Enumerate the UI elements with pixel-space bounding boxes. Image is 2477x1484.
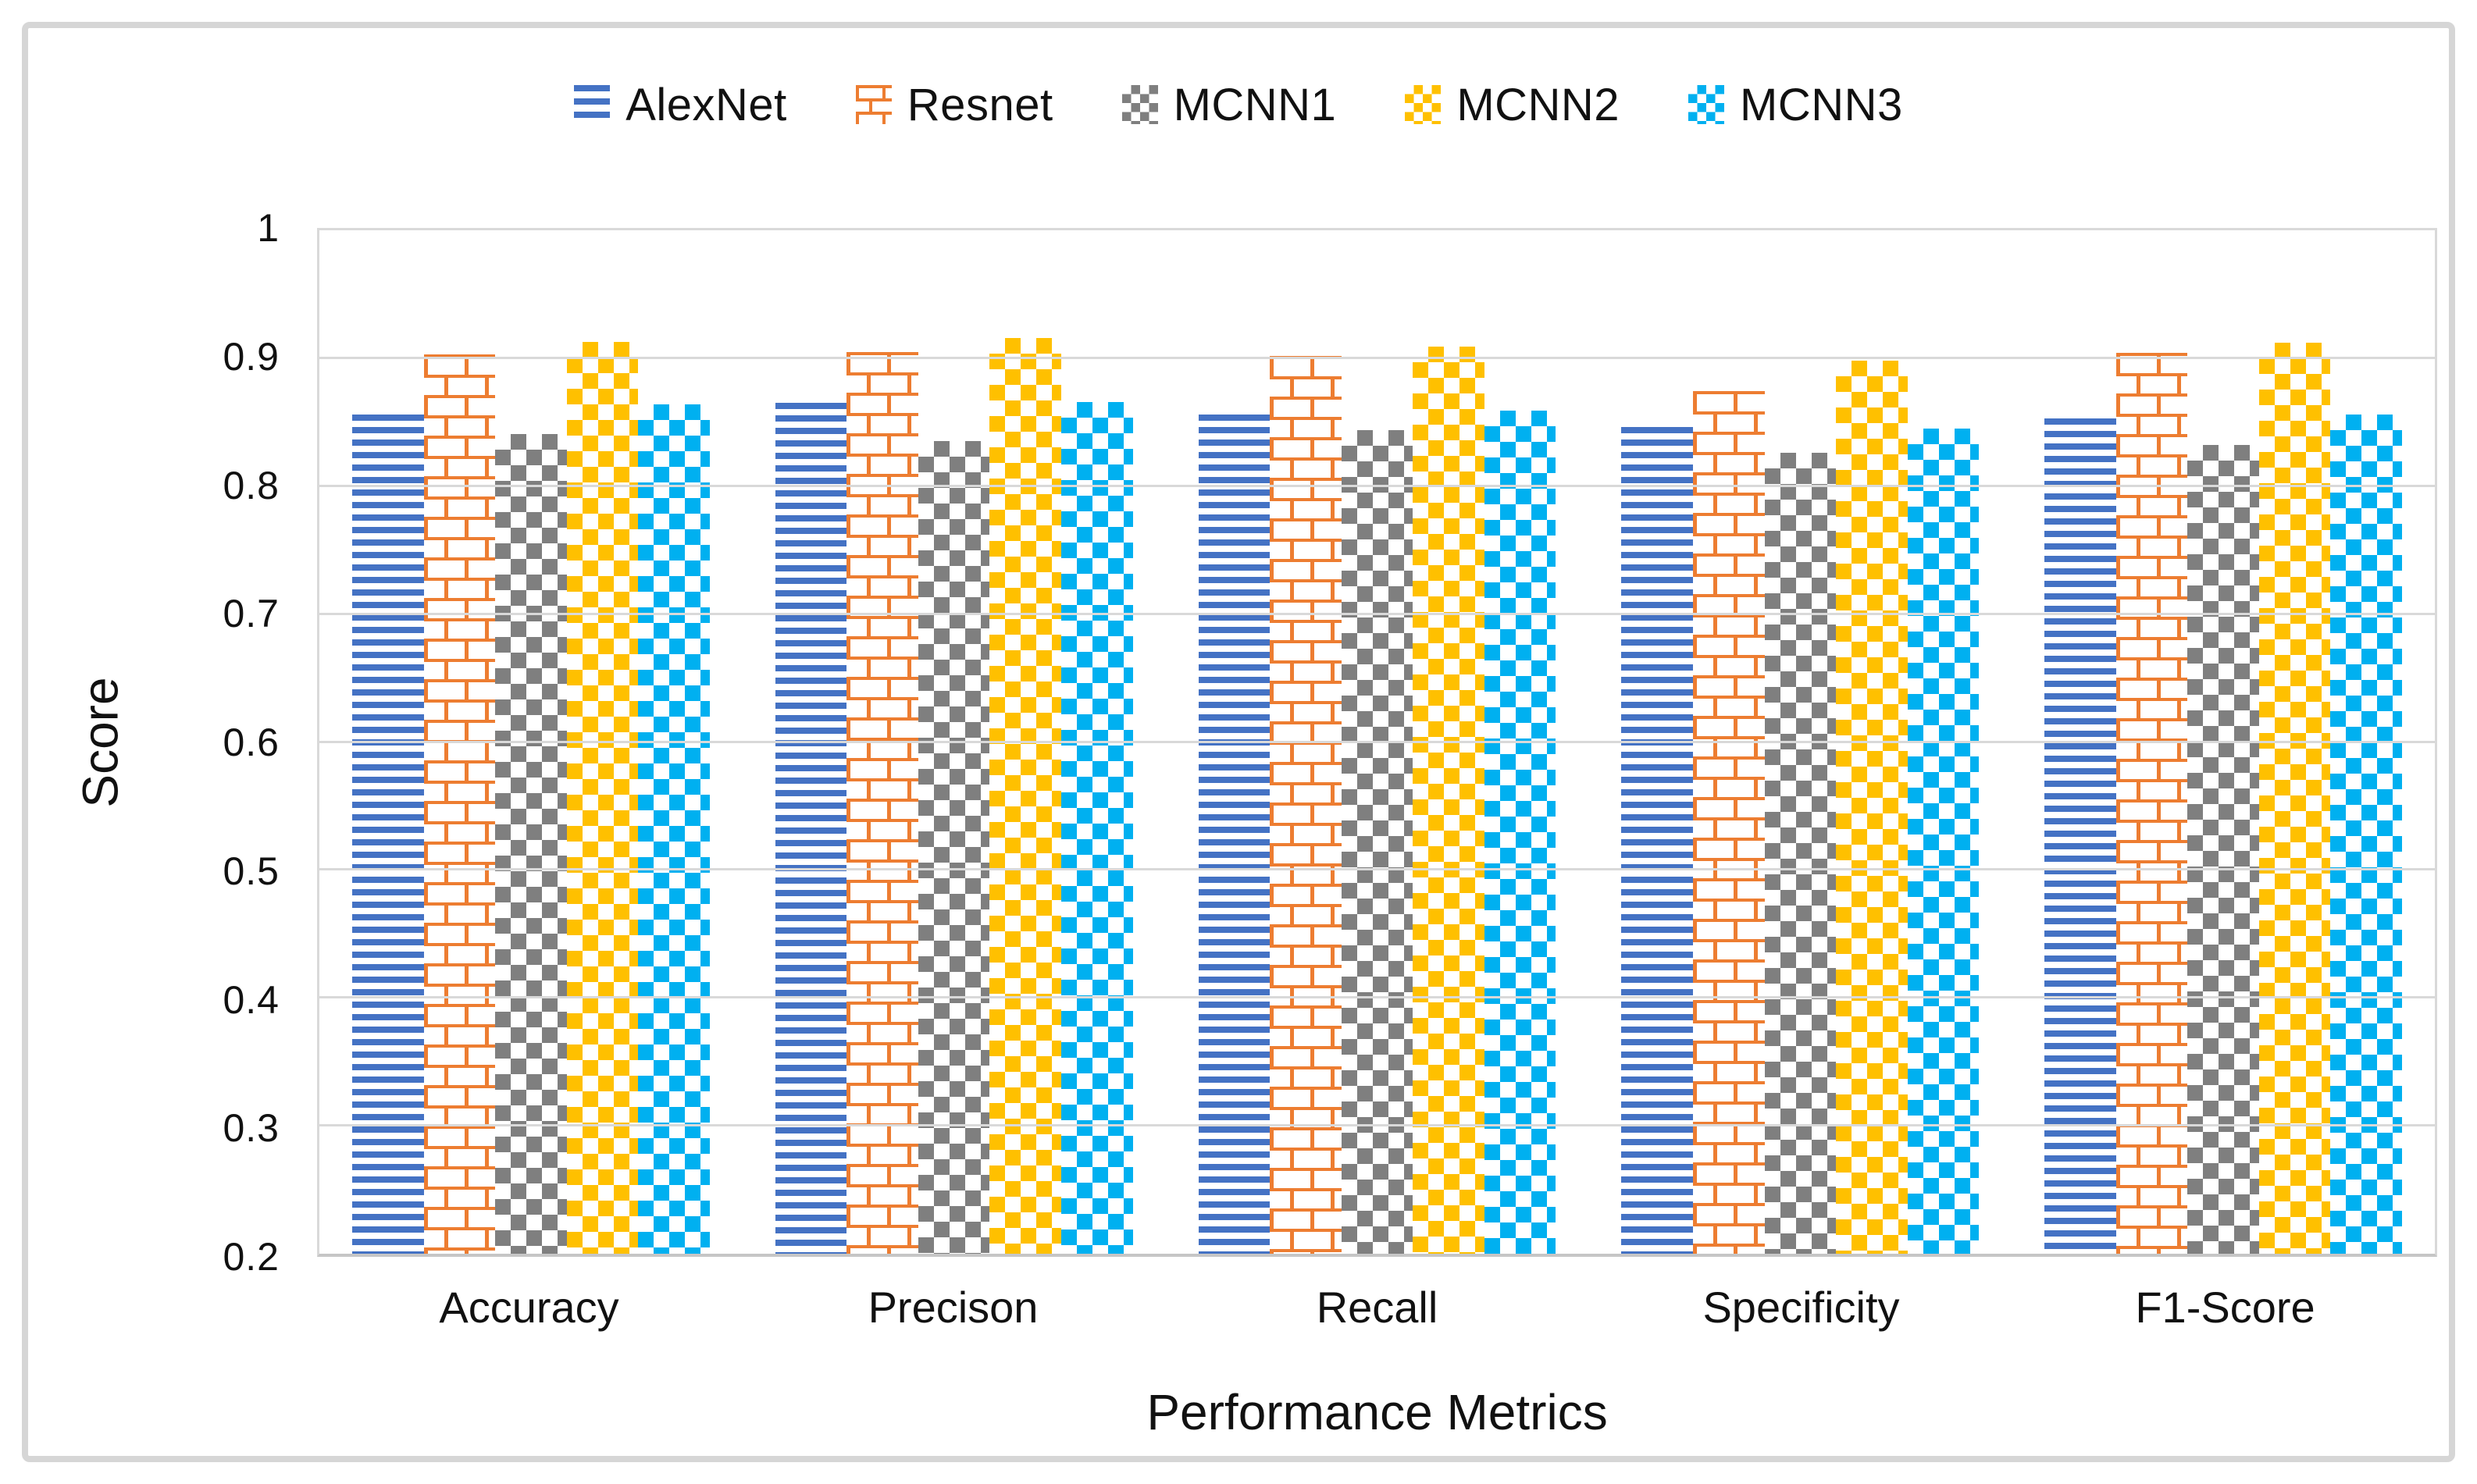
gridline-0.7 <box>319 612 2435 615</box>
bar-mcnn1-recall <box>1341 429 1413 1254</box>
legend-label-mcnn2: MCNN2 <box>1456 79 1620 130</box>
legend-item-mcnn3: MCNN3 <box>1688 79 1903 131</box>
y-tick-label-0.5: 0.5 <box>223 849 280 893</box>
x-category-label-accuracy: Accuracy <box>439 1283 619 1332</box>
y-tick-label-0.7: 0.7 <box>223 592 280 636</box>
bar-mcnn1-accuracy <box>495 433 567 1254</box>
bar-mcnn2-accuracy <box>566 341 639 1254</box>
bar-group-f1-score <box>2012 230 2435 1254</box>
legend-swatch-mcnn2-icon <box>1405 85 1442 124</box>
x-axis-category-labels: Accuracy Precison Recall Specificity F1-Scor… <box>317 1282 2437 1333</box>
bar-mcnn3-specificity <box>1907 429 1980 1254</box>
y-tick-label-0.9: 0.9 <box>223 334 280 379</box>
legend-swatch-resnet-icon <box>855 85 892 124</box>
bar-mcnn3-accuracy <box>638 404 710 1254</box>
legend-label-mcnn1: MCNN1 <box>1173 79 1337 130</box>
bar-group-precison <box>743 230 1166 1254</box>
x-category-label-specificity: Specificity <box>1702 1283 1900 1332</box>
legend-swatch-mcnn1-icon <box>1121 85 1158 124</box>
bar-cluster-accuracy <box>351 230 710 1254</box>
y-tick-label-0.6: 0.6 <box>223 721 280 764</box>
bar-cluster-recall <box>1198 230 1556 1254</box>
bar-groups <box>319 230 2435 1254</box>
x-axis-title: Performance Metrics <box>1146 1384 1608 1440</box>
legend-label-resnet: Resnet <box>907 79 1053 130</box>
bar-cluster-precison <box>775 230 1133 1254</box>
bar-resnet-f1-score <box>2115 353 2188 1254</box>
bar-mcnn2-f1-score <box>2258 343 2331 1254</box>
bar-cluster-specificity <box>1621 230 1980 1254</box>
bar-mcnn1-f1-score <box>2187 445 2259 1254</box>
plot-area <box>317 228 2437 1257</box>
legend-label-mcnn3: MCNN3 <box>1740 79 1903 130</box>
y-tick-label-1: 1 <box>257 206 280 250</box>
bar-resnet-specificity <box>1692 391 1765 1254</box>
x-category-label-recall: Recall <box>1316 1283 1438 1332</box>
bar-resnet-accuracy <box>423 354 496 1254</box>
bar-alexnet-specificity <box>1621 427 1693 1254</box>
bar-mcnn2-specificity <box>1836 361 1908 1254</box>
y-axis-tick-labels: 0.2 0.3 0.4 0.5 0.6 0.7 0.8 0.9 1 <box>28 206 280 1279</box>
legend-swatch-mcnn3-icon <box>1688 85 1725 124</box>
bar-mcnn3-recall <box>1484 411 1556 1254</box>
gridline-0.9 <box>319 356 2435 359</box>
x-category-label-precison: Precison <box>868 1283 1039 1332</box>
gridline-0.3 <box>319 1124 2435 1127</box>
y-tick-label-0.8: 0.8 <box>223 463 280 507</box>
gridline-0.8 <box>319 484 2435 487</box>
legend-item-mcnn1: MCNN1 <box>1121 79 1337 131</box>
bar-group-recall <box>1166 230 1589 1254</box>
bar-alexnet-recall <box>1198 414 1271 1254</box>
bar-alexnet-accuracy <box>351 414 424 1254</box>
bar-mcnn2-recall <box>1413 347 1484 1254</box>
bar-mcnn1-specificity <box>1764 453 1837 1254</box>
chart-figure-frame: AlexNet Resnet MCNN1 MCNN2 MCNN3 Score 0.2 0.… <box>22 22 2455 1462</box>
bar-group-specificity <box>1588 230 2012 1254</box>
legend-item-mcnn2: MCNN2 <box>1405 79 1620 131</box>
bar-cluster-f1-score <box>2044 230 2402 1254</box>
gridline-0.5 <box>319 868 2435 871</box>
bar-mcnn3-f1-score <box>2330 414 2402 1254</box>
y-tick-label-0.4: 0.4 <box>223 977 280 1022</box>
bar-mcnn1-precison <box>918 441 990 1254</box>
bar-resnet-precison <box>846 351 918 1254</box>
x-category-label-f1-score: F1-Score <box>2135 1283 2315 1332</box>
chart-legend: AlexNet Resnet MCNN1 MCNN2 MCNN3 <box>28 66 2449 144</box>
bar-alexnet-precison <box>775 403 847 1254</box>
gridline-0.6 <box>319 740 2435 743</box>
bar-group-accuracy <box>319 230 743 1254</box>
y-tick-label-0.2: 0.2 <box>223 1235 280 1279</box>
gridline-0.4 <box>319 996 2435 999</box>
legend-swatch-alexnet-icon <box>574 85 611 124</box>
bar-resnet-recall <box>1270 355 1342 1254</box>
legend-item-resnet: Resnet <box>855 79 1053 131</box>
legend-label-alexnet: AlexNet <box>625 79 787 130</box>
legend-item-alexnet: AlexNet <box>574 79 787 131</box>
bar-mcnn3-precison <box>1061 401 1133 1254</box>
bar-alexnet-f1-score <box>2044 418 2116 1254</box>
bar-mcnn2-precison <box>989 337 1062 1254</box>
y-tick-label-0.3: 0.3 <box>223 1106 280 1151</box>
